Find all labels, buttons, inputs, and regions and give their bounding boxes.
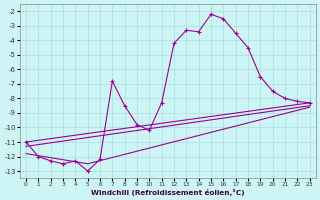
X-axis label: Windchill (Refroidissement éolien,°C): Windchill (Refroidissement éolien,°C)	[91, 189, 245, 196]
